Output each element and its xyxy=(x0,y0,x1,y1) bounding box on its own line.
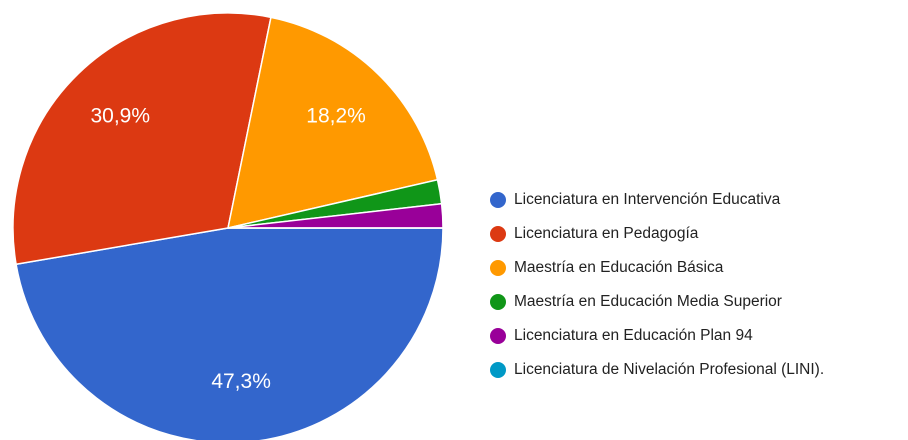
pie-slice xyxy=(227,16,439,229)
legend-item: Maestría en Educación Media Superior xyxy=(488,290,903,314)
legend-label: Licenciatura de Nivelación Profesional (… xyxy=(514,361,825,378)
slice-label: 18,2% xyxy=(306,105,366,128)
legend-item: Licenciatura en Intervención Educativa xyxy=(488,188,903,212)
legend-label: Licenciatura en Pedagogía xyxy=(514,225,699,242)
legend: Licenciatura en Intervención Educativa Li… xyxy=(488,188,903,392)
slice-label: 30,9% xyxy=(90,104,150,127)
legend-swatch xyxy=(490,226,506,242)
legend-label: Licenciatura en Intervención Educativa xyxy=(514,191,781,208)
legend-swatch xyxy=(490,362,506,378)
legend-label: Maestría en Educación Básica xyxy=(514,259,724,276)
legend-swatch xyxy=(490,294,506,310)
slice-label: 47,3% xyxy=(211,370,271,393)
pie-slice xyxy=(15,227,444,440)
legend-swatch xyxy=(490,260,506,276)
legend-label: Maestría en Educación Media Superior xyxy=(514,293,782,310)
legend-item: Licenciatura de Nivelación Profesional (… xyxy=(488,358,903,382)
legend-item: Licenciatura en Educación Plan 94 xyxy=(488,324,903,348)
legend-swatch xyxy=(490,192,506,208)
legend-label: Licenciatura en Educación Plan 94 xyxy=(514,327,753,344)
legend-swatch xyxy=(490,328,506,344)
pie-slice xyxy=(12,12,272,266)
legend-item: Maestría en Educación Básica xyxy=(488,256,903,280)
pie-area: 47,3% 30,9% 18,2% xyxy=(12,12,444,440)
legend-item: Licenciatura en Pedagogía xyxy=(488,222,903,246)
